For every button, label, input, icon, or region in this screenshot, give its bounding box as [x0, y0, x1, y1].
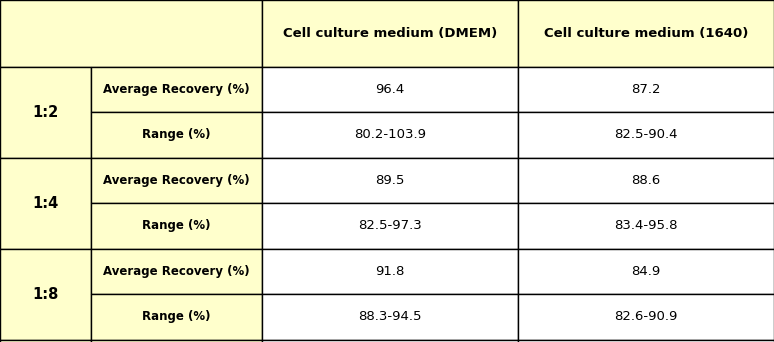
Bar	[0, 67, 91, 158]
Text: 82.6-90.9: 82.6-90.9	[615, 310, 677, 324]
Bar	[518, 294, 774, 340]
Bar	[91, 67, 262, 112]
Bar	[262, 203, 518, 249]
Text: 91.8: 91.8	[375, 265, 404, 278]
Bar	[262, 249, 518, 294]
Text: 87.2: 87.2	[631, 83, 661, 96]
Bar	[518, 203, 774, 249]
Text: Average Recovery (%): Average Recovery (%)	[103, 174, 250, 187]
Text: 96.4: 96.4	[375, 83, 404, 96]
Bar	[91, 340, 262, 342]
Text: Range (%): Range (%)	[142, 128, 211, 142]
Bar	[262, 158, 518, 203]
Bar	[518, 340, 774, 342]
Bar	[262, 340, 518, 342]
Bar	[0, 158, 91, 249]
Bar	[518, 158, 774, 203]
Bar	[262, 112, 518, 158]
Text: 83.4-95.8: 83.4-95.8	[614, 219, 678, 233]
Bar	[91, 112, 262, 158]
Bar	[91, 249, 262, 294]
Text: Range (%): Range (%)	[142, 310, 211, 324]
Bar	[0, 249, 91, 340]
Text: 89.5: 89.5	[375, 174, 404, 187]
Text: 84.9: 84.9	[632, 265, 660, 278]
Bar	[518, 67, 774, 112]
Text: Average Recovery (%): Average Recovery (%)	[103, 83, 250, 96]
Text: 1:4: 1:4	[33, 196, 59, 211]
Text: 82.5-97.3: 82.5-97.3	[358, 219, 422, 233]
Bar	[518, 0, 774, 67]
Bar	[518, 249, 774, 294]
Bar	[262, 0, 518, 67]
Bar	[91, 158, 262, 203]
Bar	[0, 0, 262, 67]
Bar	[262, 67, 518, 112]
Bar	[0, 340, 91, 342]
Text: Cell culture medium (1640): Cell culture medium (1640)	[543, 27, 748, 40]
Text: 1:2: 1:2	[33, 105, 59, 120]
Text: Cell culture medium (DMEM): Cell culture medium (DMEM)	[283, 27, 497, 40]
Bar	[518, 112, 774, 158]
Text: 88.6: 88.6	[632, 174, 660, 187]
Bar	[91, 294, 262, 340]
Bar	[91, 203, 262, 249]
Text: Average Recovery (%): Average Recovery (%)	[103, 265, 250, 278]
Text: Range (%): Range (%)	[142, 219, 211, 233]
Text: 80.2-103.9: 80.2-103.9	[354, 128, 426, 142]
Text: 1:8: 1:8	[33, 287, 59, 302]
Bar	[262, 294, 518, 340]
Text: 82.5-90.4: 82.5-90.4	[614, 128, 678, 142]
Text: 88.3-94.5: 88.3-94.5	[358, 310, 422, 324]
